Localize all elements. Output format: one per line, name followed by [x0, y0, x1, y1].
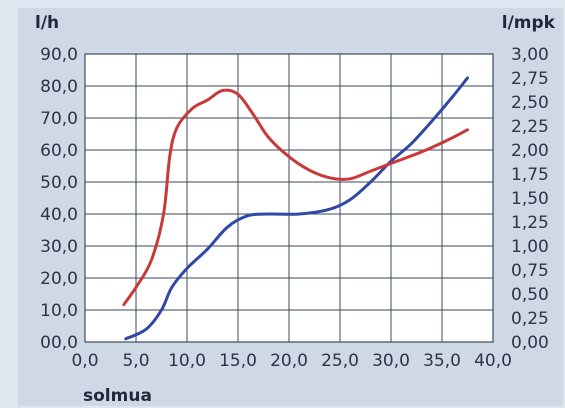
grid-lines	[84, 53, 494, 343]
right-tick-label: 2,25	[511, 117, 549, 137]
right-tick-label: 0,25	[511, 309, 549, 329]
x-axis-unit: solmua	[83, 386, 152, 406]
left-tick-labels: 00,0 10,0 20,0 30,0 40,0 50,0 60,0 70,0 80,0 90,0	[40, 45, 78, 353]
left-axis-unit: l/h	[35, 13, 59, 33]
left-tick-label: 10,0	[40, 301, 78, 321]
right-tick-label: 1,75	[511, 165, 549, 185]
right-tick-label: 1,00	[511, 237, 549, 257]
left-tick-label: 80,0	[40, 77, 78, 97]
series-line-right-axis	[122, 88, 469, 307]
x-tick-label: 5,0	[122, 351, 149, 371]
left-tick-label: 20,0	[40, 269, 78, 289]
x-tick-label: 15,0	[219, 351, 257, 371]
right-tick-label: 2,00	[511, 141, 549, 161]
right-tick-label: 0,00	[511, 333, 549, 353]
left-tick-label: 90,0	[40, 45, 78, 65]
right-tick-label: 0,75	[511, 261, 549, 281]
right-axis-unit: l/mpk	[502, 13, 556, 33]
right-tick-label: 2,50	[511, 93, 549, 113]
series-lines	[122, 76, 469, 341]
left-tick-label: 40,0	[40, 205, 78, 225]
right-tick-label: 1,25	[511, 213, 549, 233]
right-tick-label: 1,50	[511, 189, 549, 209]
x-tick-label: 20,0	[270, 351, 308, 371]
x-tick-label: 30,0	[372, 351, 410, 371]
left-tick-label: 00,0	[40, 333, 78, 353]
left-tick-label: 30,0	[40, 237, 78, 257]
x-tick-labels: 0,0 5,0 10,0 15,0 20,0 25,0 30,0 35,0 40,0	[71, 351, 511, 371]
left-tick-label: 70,0	[40, 109, 78, 129]
series-line-left-axis	[124, 76, 469, 341]
x-tick-label: 40,0	[474, 351, 512, 371]
right-tick-label: 0,50	[511, 285, 549, 305]
right-tick-label: 2,75	[511, 69, 549, 89]
left-tick-label: 50,0	[40, 173, 78, 193]
right-tick-label: 3,00	[511, 45, 549, 65]
x-tick-label: 35,0	[423, 351, 461, 371]
x-tick-label: 0,0	[71, 351, 98, 371]
x-tick-label: 10,0	[168, 351, 206, 371]
right-tick-labels: 0,00 0,25 0,50 0,75 1,00 1,25 1,50 1,75 2,00 2,25…	[511, 45, 549, 353]
left-tick-label: 60,0	[40, 141, 78, 161]
x-tick-label: 25,0	[321, 351, 359, 371]
